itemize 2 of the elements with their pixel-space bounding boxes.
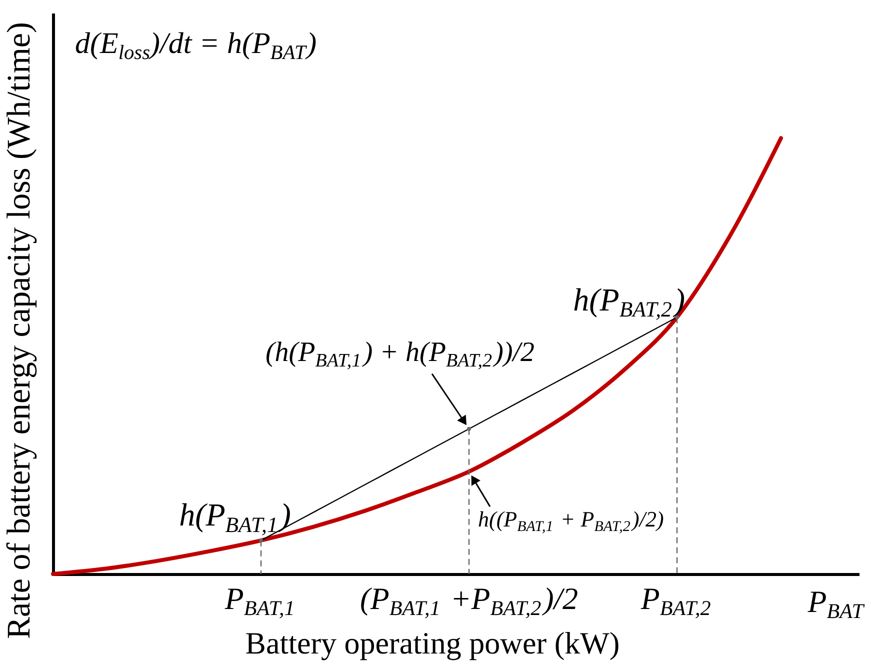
y-axis-title: Rate of battery energy capacity loss (Wh/time) <box>2 22 38 639</box>
x-axis-title: Battery operating power (kW) <box>245 626 620 660</box>
